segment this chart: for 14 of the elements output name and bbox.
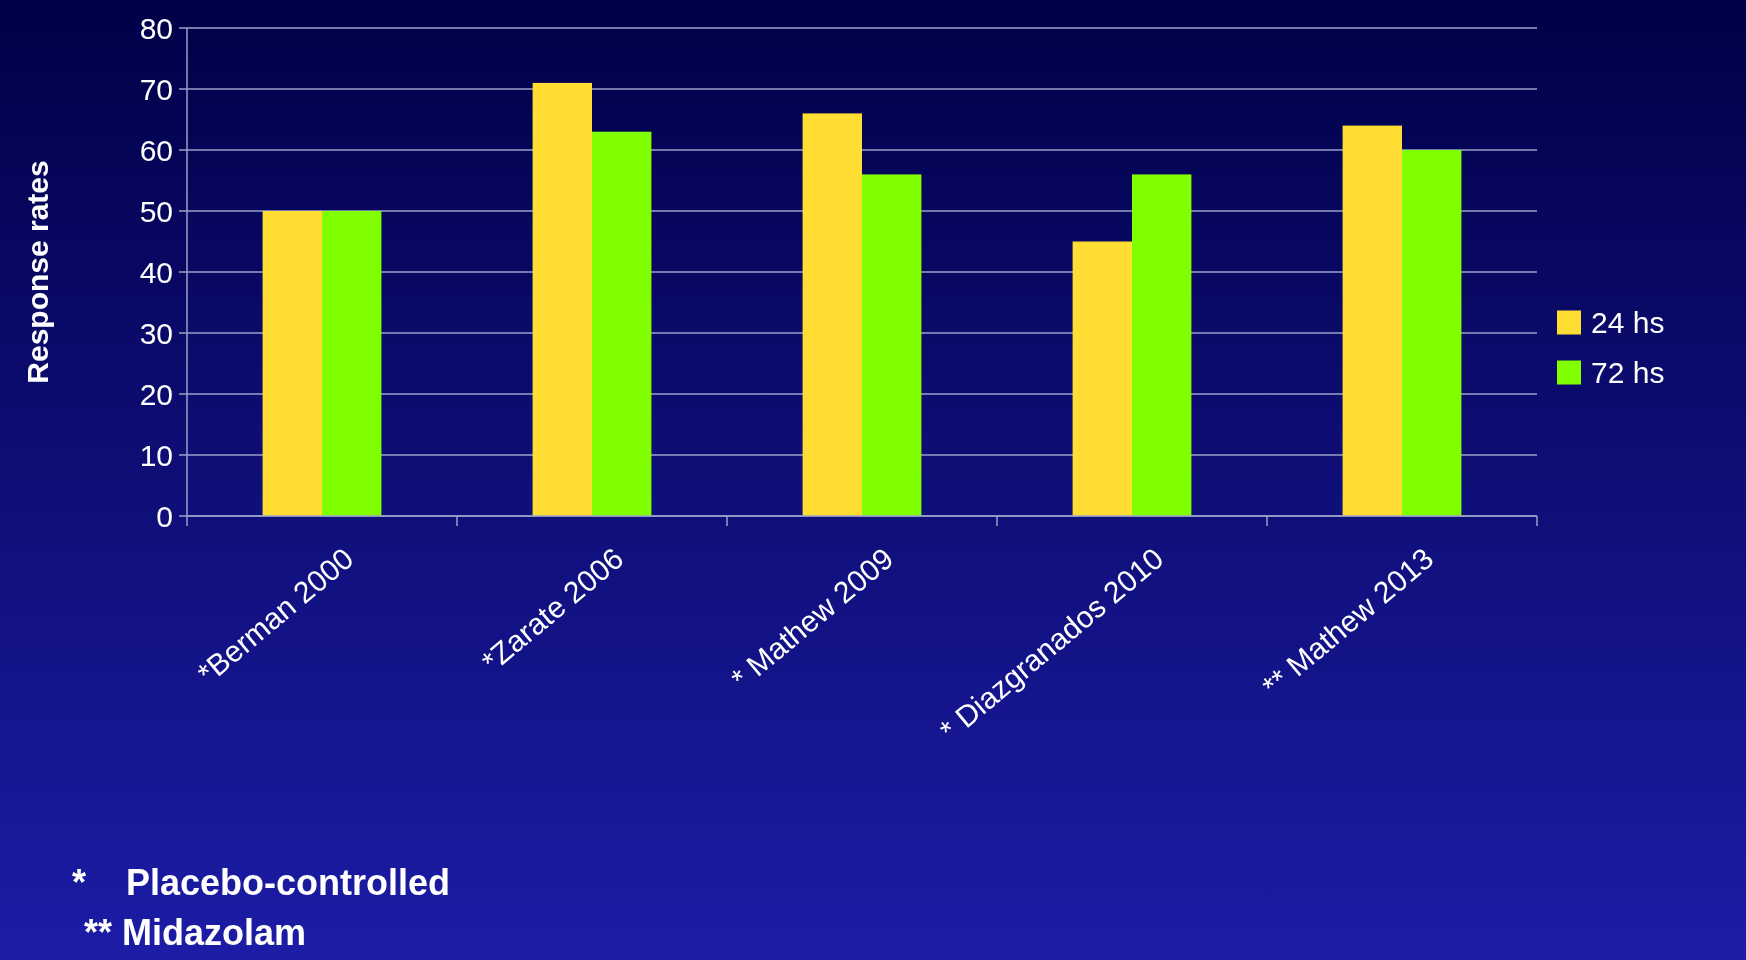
y-tick-label: 10 bbox=[139, 438, 173, 472]
y-tick-label: 80 bbox=[139, 11, 173, 45]
y-tick-label: 40 bbox=[139, 255, 173, 289]
y-axis-title: Response rates bbox=[21, 160, 54, 384]
y-tick-label: 0 bbox=[156, 499, 173, 533]
legend-label: 72 hs bbox=[1591, 356, 1665, 389]
legend-label: 24 hs bbox=[1591, 306, 1665, 339]
y-tick-label: 70 bbox=[139, 72, 173, 106]
y-tick-label: 20 bbox=[139, 377, 173, 411]
y-tick-label: 30 bbox=[139, 316, 173, 350]
y-tick-label: 50 bbox=[139, 194, 173, 228]
y-tick-label: 60 bbox=[139, 133, 173, 167]
text: * Placebo-controlled bbox=[72, 862, 451, 903]
text: ** Midazolam bbox=[84, 912, 307, 953]
